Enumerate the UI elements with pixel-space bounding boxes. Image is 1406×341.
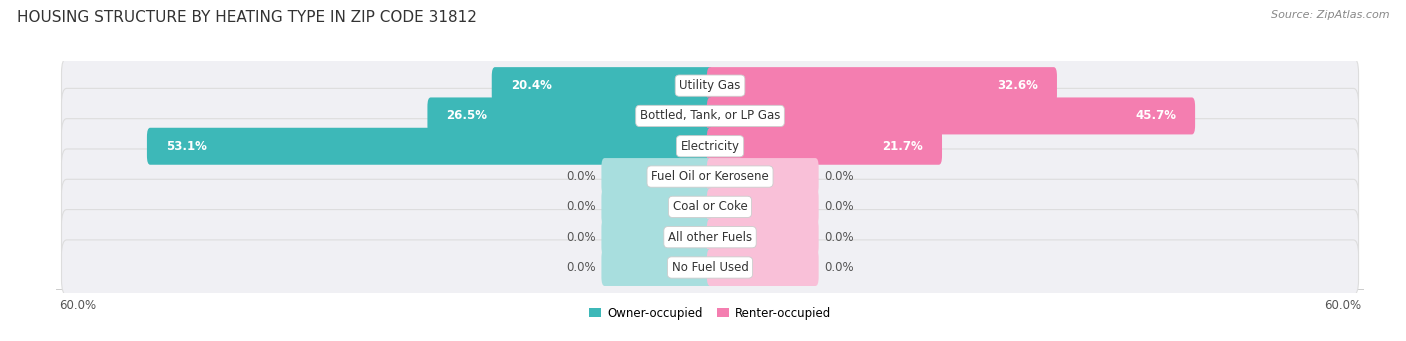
Text: All other Fuels: All other Fuels	[668, 231, 752, 244]
Text: Bottled, Tank, or LP Gas: Bottled, Tank, or LP Gas	[640, 109, 780, 122]
Text: 0.0%: 0.0%	[567, 261, 596, 274]
FancyBboxPatch shape	[62, 58, 1358, 113]
FancyBboxPatch shape	[62, 179, 1358, 235]
Text: No Fuel Used: No Fuel Used	[672, 261, 748, 274]
Text: 0.0%: 0.0%	[824, 261, 853, 274]
FancyBboxPatch shape	[62, 149, 1358, 204]
Text: 26.5%: 26.5%	[447, 109, 488, 122]
FancyBboxPatch shape	[707, 158, 818, 195]
Text: Electricity: Electricity	[681, 140, 740, 153]
FancyBboxPatch shape	[707, 249, 818, 286]
Text: Source: ZipAtlas.com: Source: ZipAtlas.com	[1271, 10, 1389, 20]
Text: Utility Gas: Utility Gas	[679, 79, 741, 92]
Text: 21.7%: 21.7%	[883, 140, 922, 153]
Text: Coal or Coke: Coal or Coke	[672, 201, 748, 213]
Text: Fuel Oil or Kerosene: Fuel Oil or Kerosene	[651, 170, 769, 183]
FancyBboxPatch shape	[707, 128, 942, 165]
FancyBboxPatch shape	[602, 219, 713, 256]
Text: 32.6%: 32.6%	[997, 79, 1038, 92]
FancyBboxPatch shape	[602, 188, 713, 225]
FancyBboxPatch shape	[492, 67, 713, 104]
Text: 0.0%: 0.0%	[567, 201, 596, 213]
FancyBboxPatch shape	[707, 219, 818, 256]
FancyBboxPatch shape	[707, 188, 818, 225]
Text: 0.0%: 0.0%	[567, 170, 596, 183]
Text: 0.0%: 0.0%	[824, 170, 853, 183]
FancyBboxPatch shape	[707, 98, 1195, 134]
FancyBboxPatch shape	[602, 249, 713, 286]
FancyBboxPatch shape	[148, 128, 713, 165]
FancyBboxPatch shape	[62, 210, 1358, 265]
Text: HOUSING STRUCTURE BY HEATING TYPE IN ZIP CODE 31812: HOUSING STRUCTURE BY HEATING TYPE IN ZIP…	[17, 10, 477, 25]
Text: 53.1%: 53.1%	[166, 140, 207, 153]
FancyBboxPatch shape	[707, 67, 1057, 104]
FancyBboxPatch shape	[62, 88, 1358, 144]
FancyBboxPatch shape	[427, 98, 713, 134]
FancyBboxPatch shape	[602, 158, 713, 195]
Text: 0.0%: 0.0%	[824, 201, 853, 213]
Text: 20.4%: 20.4%	[510, 79, 551, 92]
Text: 45.7%: 45.7%	[1135, 109, 1175, 122]
FancyBboxPatch shape	[62, 240, 1358, 295]
Legend: Owner-occupied, Renter-occupied: Owner-occupied, Renter-occupied	[585, 302, 835, 324]
FancyBboxPatch shape	[62, 119, 1358, 174]
Text: 0.0%: 0.0%	[824, 231, 853, 244]
Text: 0.0%: 0.0%	[567, 231, 596, 244]
